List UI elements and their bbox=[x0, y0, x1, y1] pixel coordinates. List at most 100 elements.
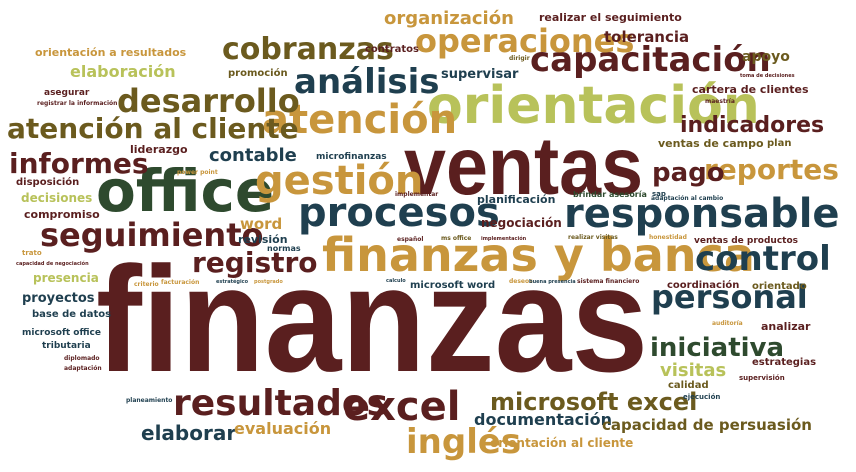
cloud-word-40: realizar el seguimiento bbox=[539, 11, 682, 24]
cloud-word-6: responsable bbox=[564, 191, 840, 237]
cloud-word-33: evaluación bbox=[234, 419, 332, 438]
cloud-word-4: finanzas y banca bbox=[322, 228, 755, 282]
cloud-word-69: realizar visitas bbox=[568, 234, 618, 241]
cloud-word-35: elaboración bbox=[70, 62, 176, 81]
cloud-word-23: reportes bbox=[704, 153, 839, 186]
cloud-word-42: promoción bbox=[228, 68, 288, 79]
cloud-word-90: microsoft office bbox=[22, 328, 101, 338]
cloud-word-12: control bbox=[695, 239, 831, 279]
cloud-word-47: cartera de clientes bbox=[692, 83, 809, 96]
cloud-word-17: seguimiento bbox=[40, 216, 264, 254]
cloud-word-67: ms office bbox=[441, 235, 472, 242]
cloud-word-72: trato bbox=[22, 249, 42, 257]
cloud-word-74: presencia bbox=[33, 271, 99, 285]
cloud-word-31: documentación bbox=[474, 410, 613, 429]
cloud-word-19: atención al cliente bbox=[7, 112, 299, 145]
cloud-word-8: atención bbox=[262, 97, 458, 143]
cloud-word-59: brindar asesoría bbox=[573, 190, 647, 199]
cloud-word-57: implementar bbox=[395, 191, 439, 198]
cloud-word-15: análisis bbox=[294, 62, 440, 102]
cloud-word-45: dirigir bbox=[509, 55, 530, 62]
cloud-word-80: deseos bbox=[509, 278, 533, 285]
cloud-word-51: ventas de campo bbox=[658, 137, 764, 150]
cloud-word-26: registro bbox=[192, 246, 318, 279]
cloud-word-84: orientado bbox=[752, 281, 807, 292]
cloud-word-48: maestría bbox=[705, 98, 735, 105]
cloud-word-83: coordinación bbox=[667, 280, 740, 291]
cloud-word-41: contratos bbox=[365, 44, 419, 55]
cloud-word-97: ejecución bbox=[683, 393, 721, 401]
cloud-word-30: organización bbox=[384, 8, 514, 29]
cloud-word-43: asegurar bbox=[44, 88, 90, 98]
cloud-word-60: sap bbox=[652, 190, 666, 198]
cloud-word-3: orientación bbox=[427, 76, 760, 136]
cloud-word-13: capacitación bbox=[530, 40, 771, 80]
cloud-word-0: finanzas bbox=[96, 235, 649, 403]
cloud-word-81: buena presencia bbox=[529, 279, 576, 285]
cloud-word-87: base de datos bbox=[32, 309, 112, 320]
cloud-word-49: liderazgo bbox=[130, 143, 188, 156]
cloud-word-99: orientación al cliente bbox=[490, 436, 634, 450]
cloud-word-71: ventas de productos bbox=[694, 236, 799, 246]
cloud-word-85: proyectos bbox=[22, 291, 95, 306]
cloud-word-18: cobranzas bbox=[222, 32, 394, 67]
cloud-word-66: español bbox=[397, 236, 424, 243]
cloud-word-52: plan bbox=[767, 138, 792, 149]
cloud-word-10: resultados bbox=[173, 383, 388, 424]
cloud-word-96: supervisión bbox=[739, 374, 785, 382]
cloud-word-70: honestidad bbox=[649, 234, 687, 241]
cloud-word-29: contable bbox=[209, 145, 297, 166]
cloud-word-55: decisiones bbox=[21, 191, 93, 205]
cloud-word-76: facturación bbox=[161, 279, 200, 286]
cloud-word-75: criterio bbox=[134, 281, 159, 288]
cloud-word-11: personal bbox=[651, 278, 808, 316]
cloud-word-98: planeamiento bbox=[126, 397, 173, 404]
cloud-word-39: orientación a resultados bbox=[35, 46, 187, 59]
cloud-word-5: procesos bbox=[298, 190, 500, 236]
cloud-word-86: microsoft word bbox=[410, 280, 496, 291]
cloud-word-37: apoyo bbox=[742, 49, 790, 65]
cloud-word-44: registrar la información bbox=[37, 100, 118, 107]
cloud-word-46: toma de decisiones bbox=[740, 73, 795, 79]
cloud-word-95: calidad bbox=[668, 380, 709, 391]
cloud-word-1: ventas bbox=[404, 121, 644, 212]
cloud-word-21: inglés bbox=[406, 422, 522, 462]
cloud-word-38: supervisar bbox=[441, 67, 519, 82]
cloud-word-78: postgrado bbox=[254, 279, 283, 285]
cloud-word-28: elaborar bbox=[141, 421, 237, 445]
cloud-word-94: estrategias bbox=[752, 357, 817, 368]
cloud-word-32: capacidad de persuasión bbox=[602, 416, 812, 434]
cloud-word-65: normas bbox=[267, 244, 301, 253]
cloud-word-7: gestión bbox=[255, 158, 424, 204]
cloud-word-92: diplomado bbox=[64, 355, 100, 362]
cloud-word-93: adaptación bbox=[64, 365, 102, 372]
cloud-word-34: visitas bbox=[660, 360, 727, 381]
cloud-word-56: compromiso bbox=[24, 208, 100, 221]
cloud-word-53: disposición bbox=[16, 177, 80, 188]
cloud-word-16: desarrollo bbox=[117, 82, 300, 120]
cloud-word-14: operaciones bbox=[415, 22, 635, 60]
cloud-word-88: auditoría bbox=[712, 320, 743, 327]
cloud-word-24: iniciativa bbox=[650, 333, 785, 363]
cloud-word-91: tributaria bbox=[42, 341, 91, 351]
cloud-word-2: office bbox=[96, 157, 275, 225]
cloud-word-61: adaptación al cambio bbox=[651, 195, 724, 202]
cloud-word-9: excel bbox=[343, 384, 461, 430]
cloud-word-68: implementación bbox=[481, 236, 527, 242]
cloud-word-20: informes bbox=[9, 147, 149, 180]
cloud-word-36: tolerancia bbox=[604, 28, 690, 46]
cloud-word-73: capacidad de negociación bbox=[16, 261, 89, 267]
cloud-word-50: microfinanzas bbox=[316, 152, 387, 162]
cloud-word-77: estratégico bbox=[216, 279, 249, 285]
cloud-word-27: indicadores bbox=[680, 113, 825, 138]
cloud-word-25: pago bbox=[652, 158, 725, 188]
cloud-word-54: power point bbox=[177, 169, 218, 176]
cloud-word-79: calculo bbox=[386, 278, 406, 284]
cloud-word-89: analizar bbox=[761, 320, 811, 333]
cloud-word-82: sistema financiero bbox=[577, 278, 640, 285]
cloud-word-64: negociación bbox=[481, 216, 562, 230]
cloud-word-62: word bbox=[240, 215, 283, 233]
cloud-word-22: microsoft excel bbox=[490, 388, 698, 416]
cloud-word-63: revisión bbox=[238, 233, 288, 246]
